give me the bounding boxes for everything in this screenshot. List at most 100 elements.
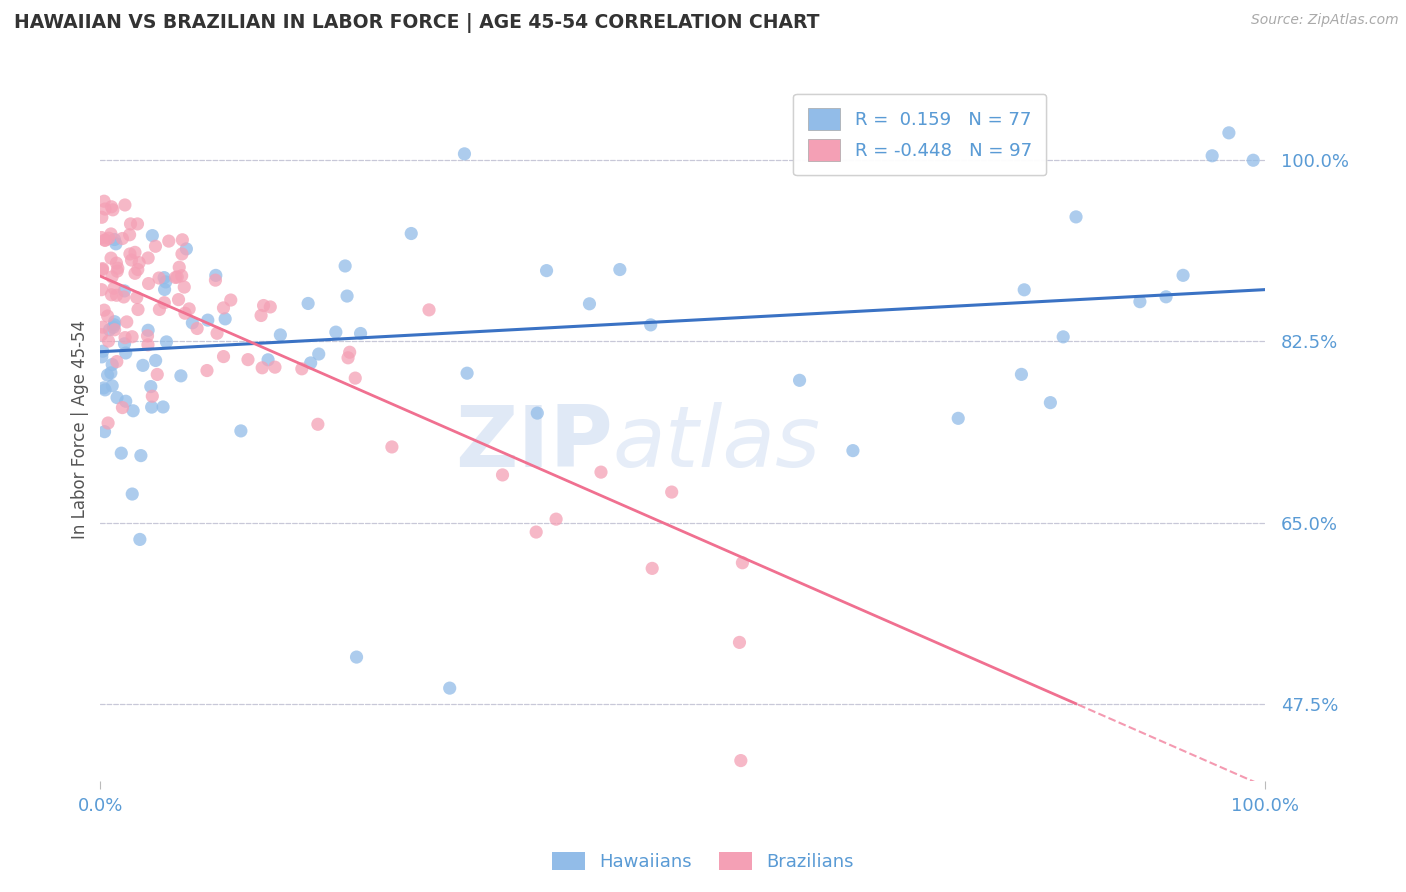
Point: [97, 309, 120, 323]
Point: [166, 270, 188, 285]
Point: [1201, 149, 1223, 163]
Point: [609, 262, 631, 277]
Point: [546, 512, 568, 526]
Point: [153, 282, 176, 296]
Point: [219, 293, 242, 307]
Point: [229, 424, 252, 438]
Point: [589, 465, 612, 479]
Point: [195, 363, 218, 377]
Point: [524, 524, 547, 539]
Point: [141, 389, 163, 403]
Point: [90, 327, 112, 342]
Point: [148, 271, 170, 285]
Point: [728, 635, 751, 649]
Point: [124, 245, 146, 260]
Point: [121, 253, 143, 268]
Point: [128, 255, 150, 269]
Point: [640, 318, 662, 332]
Point: [103, 318, 125, 332]
Point: [136, 251, 159, 265]
Point: [118, 247, 141, 261]
Point: [90, 230, 112, 244]
Point: [155, 275, 177, 289]
Point: [456, 366, 478, 380]
Point: [138, 277, 160, 291]
Point: [94, 233, 117, 247]
Point: [104, 323, 127, 337]
Point: [111, 231, 134, 245]
Point: [1171, 268, 1194, 283]
Point: [381, 440, 404, 454]
Point: [204, 273, 226, 287]
Point: [122, 404, 145, 418]
Point: [128, 533, 150, 547]
Point: [333, 259, 356, 273]
Point: [103, 320, 125, 334]
Point: [491, 467, 513, 482]
Point: [101, 269, 124, 284]
Point: [100, 287, 122, 301]
Point: [155, 334, 177, 349]
Point: [91, 262, 114, 277]
Point: [152, 400, 174, 414]
Point: [418, 302, 440, 317]
Point: [139, 379, 162, 393]
Point: [121, 487, 143, 501]
Point: [1218, 126, 1240, 140]
Point: [100, 200, 122, 214]
Point: [148, 302, 170, 317]
Point: [90, 350, 112, 364]
Point: [141, 228, 163, 243]
Point: [129, 449, 152, 463]
Point: [114, 394, 136, 409]
Point: [1052, 330, 1074, 344]
Point: [259, 300, 281, 314]
Legend: R =  0.159   N = 77, R = -0.448   N = 97: R = 0.159 N = 77, R = -0.448 N = 97: [793, 94, 1046, 176]
Point: [172, 233, 194, 247]
Point: [325, 325, 347, 339]
Point: [264, 360, 287, 375]
Point: [105, 256, 128, 270]
Point: [174, 306, 197, 320]
Point: [132, 359, 155, 373]
Point: [107, 261, 129, 276]
Point: [307, 417, 329, 432]
Point: [121, 330, 143, 344]
Point: [257, 352, 280, 367]
Point: [127, 217, 149, 231]
Point: [93, 425, 115, 439]
Point: [136, 323, 159, 337]
Point: [346, 650, 368, 665]
Point: [115, 315, 138, 329]
Point: [167, 293, 190, 307]
Point: [101, 379, 124, 393]
Y-axis label: In Labor Force | Age 45-54: In Labor Force | Age 45-54: [72, 320, 89, 539]
Point: [111, 401, 134, 415]
Point: [1039, 395, 1062, 409]
Text: atlas: atlas: [613, 402, 821, 485]
Point: [179, 301, 201, 316]
Point: [105, 354, 128, 368]
Point: [157, 234, 180, 248]
Point: [399, 227, 422, 241]
Legend: Hawaiians, Brazilians: Hawaiians, Brazilians: [546, 845, 860, 879]
Point: [114, 331, 136, 345]
Point: [308, 347, 330, 361]
Point: [93, 381, 115, 395]
Point: [104, 236, 127, 251]
Point: [236, 352, 259, 367]
Point: [661, 485, 683, 500]
Point: [165, 270, 187, 285]
Point: [96, 368, 118, 383]
Point: [153, 295, 176, 310]
Point: [176, 242, 198, 256]
Point: [297, 296, 319, 310]
Point: [641, 561, 664, 575]
Point: [526, 406, 548, 420]
Point: [91, 344, 114, 359]
Point: [269, 327, 291, 342]
Point: [250, 360, 273, 375]
Point: [120, 217, 142, 231]
Point: [91, 261, 114, 276]
Point: [146, 368, 169, 382]
